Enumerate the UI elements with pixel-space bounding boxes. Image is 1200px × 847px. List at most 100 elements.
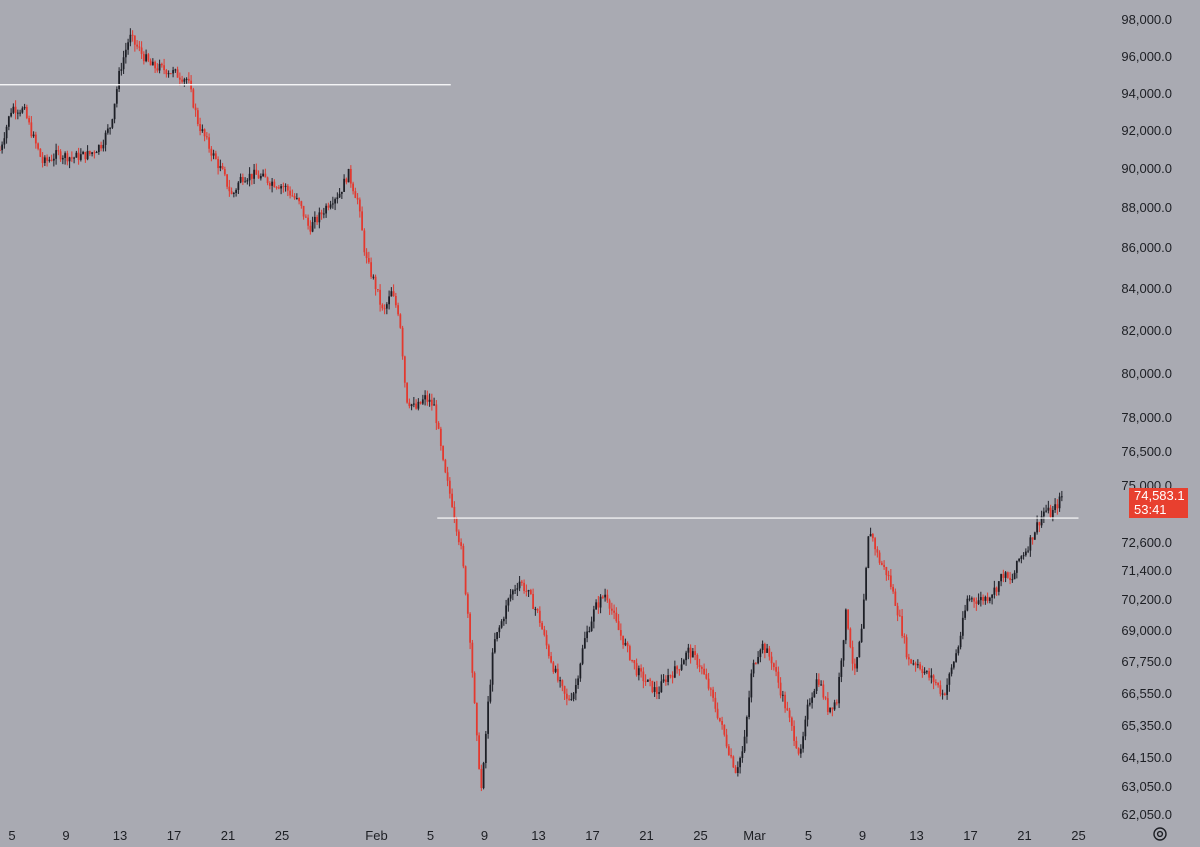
x-tick-label: Feb — [365, 828, 387, 843]
candle-body — [509, 594, 512, 599]
y-tick-label: 71,400.0 — [1121, 563, 1172, 578]
candle-body — [212, 153, 215, 156]
candle-body — [817, 679, 820, 685]
candle-body — [446, 472, 449, 481]
candle-body — [865, 567, 867, 600]
candle-body — [547, 645, 550, 657]
candle-body — [462, 545, 465, 567]
candle-body — [826, 698, 829, 712]
candle-body — [856, 657, 858, 669]
candle-body — [345, 178, 348, 183]
candle-body — [372, 276, 375, 278]
candle-body — [880, 562, 883, 565]
candle-body — [871, 534, 874, 539]
candle-body — [271, 181, 273, 186]
candle-body — [151, 61, 154, 66]
candle-body — [12, 106, 15, 113]
settings-button[interactable] — [1152, 826, 1172, 846]
candle-body — [253, 169, 255, 179]
candle-body — [743, 736, 746, 752]
candle-body — [811, 697, 813, 703]
candle-body — [356, 197, 359, 200]
candle-body — [156, 68, 159, 71]
candle-body — [367, 258, 370, 263]
candle-body — [595, 602, 597, 610]
candle-body — [41, 156, 44, 164]
y-tick-label: 66,550.0 — [1121, 686, 1172, 701]
candle-body — [797, 748, 800, 754]
candle-body — [788, 710, 791, 718]
candle-body — [831, 707, 834, 710]
candle-body — [428, 399, 431, 402]
candle-body — [480, 768, 483, 789]
candle-body — [1024, 551, 1027, 556]
candle-body — [635, 663, 638, 676]
candle-body — [694, 651, 696, 656]
candle-body — [892, 586, 894, 592]
candle-body — [379, 289, 381, 305]
y-tick-label: 86,000.0 — [1121, 240, 1172, 255]
candle-body — [442, 445, 444, 460]
candle-body — [925, 671, 928, 673]
candle-body — [804, 719, 807, 737]
candle-body — [759, 649, 762, 658]
candle-body — [64, 153, 66, 159]
y-tick-label: 88,000.0 — [1121, 200, 1172, 215]
candle-body — [541, 622, 543, 630]
candle-body — [559, 680, 561, 682]
candle-body — [597, 602, 600, 608]
candle-body — [91, 152, 93, 154]
candle-body — [851, 646, 854, 664]
candle-body — [732, 756, 735, 768]
candle-body — [120, 69, 123, 71]
candle-body — [316, 216, 318, 223]
last-price-badge: 74,583.1 53:41 — [1129, 488, 1188, 518]
candle-body — [88, 150, 91, 154]
candle-body — [975, 601, 978, 604]
candle-body — [588, 631, 591, 633]
candle-body — [392, 291, 395, 297]
candle-body — [723, 724, 726, 735]
candle-body — [68, 157, 71, 162]
candle-body — [505, 605, 507, 619]
candle-body — [354, 191, 357, 198]
price-axis: 98,000.0 96,000.0 94,000.0 92,000.0 90,000.0… — [1121, 12, 1172, 822]
candle-body — [637, 668, 640, 676]
candle-body — [498, 627, 501, 633]
candle-body — [23, 106, 26, 109]
x-tick-label: 9 — [62, 828, 69, 843]
candle-body — [343, 178, 345, 192]
candle-body — [973, 598, 975, 602]
candle-body — [331, 203, 334, 205]
candle-body — [169, 73, 172, 75]
candle-body — [28, 118, 30, 123]
candle-body — [347, 168, 350, 183]
candle-body — [520, 581, 523, 583]
candle-body — [1033, 532, 1036, 540]
candles-layer — [0, 28, 1063, 792]
candle-body — [538, 610, 541, 623]
candle-body — [406, 382, 408, 403]
candle-body — [327, 205, 330, 208]
candle-body — [986, 596, 989, 601]
candle-body — [460, 542, 462, 546]
y-tick-label: 70,200.0 — [1121, 592, 1172, 607]
candle-body — [381, 304, 384, 309]
candle-body — [592, 609, 595, 622]
candle-body — [473, 672, 476, 703]
candle-body — [455, 518, 458, 532]
candle-body — [577, 678, 579, 686]
candle-body — [73, 157, 75, 159]
candle-body — [250, 173, 253, 179]
candle-body — [878, 552, 881, 563]
candle-body — [525, 590, 528, 592]
candle-body — [705, 674, 708, 679]
y-tick-label: 62,050.0 — [1121, 807, 1172, 822]
candle-body — [775, 667, 777, 672]
candle-body — [712, 689, 714, 698]
candle-body — [482, 762, 485, 789]
candle-body — [43, 157, 46, 164]
candle-body — [104, 132, 107, 145]
